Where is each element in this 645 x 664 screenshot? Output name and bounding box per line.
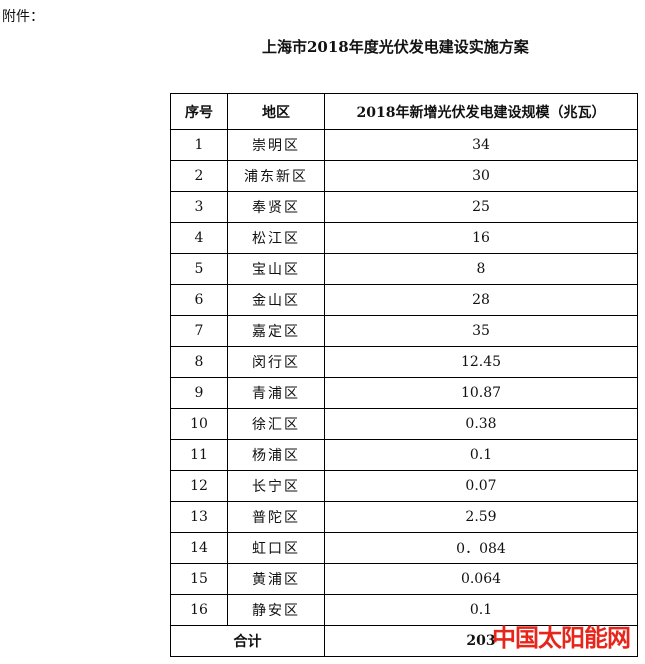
cell-capacity: 12.45 (324, 346, 638, 378)
header-index: 序号 (170, 93, 228, 130)
cell-district: 松江区 (227, 222, 325, 254)
cell-district: 闵行区 (227, 346, 325, 378)
cell-district: 徐汇区 (227, 408, 325, 440)
cell-index: 6 (170, 284, 228, 316)
total-value: 203 (324, 625, 638, 657)
cell-index: 5 (170, 253, 228, 285)
cell-district: 崇明区 (227, 129, 325, 161)
cell-index: 13 (170, 501, 228, 533)
cell-capacity: 0.38 (324, 408, 638, 440)
table-row: 2 浦东新区 30 (170, 160, 638, 192)
cell-district: 虹口区 (227, 532, 325, 564)
total-label: 合计 (170, 625, 325, 657)
cell-index: 8 (170, 346, 228, 378)
table-row: 6 金山区 28 (170, 284, 638, 316)
table-row: 8 闵行区 12.45 (170, 346, 638, 378)
cell-index: 15 (170, 563, 228, 595)
cell-district: 嘉定区 (227, 315, 325, 347)
capacity-table: 序号 地区 2018年新增光伏发电建设规模（兆瓦） 1 崇明区 34 2 浦东新区 30 3… (170, 93, 638, 657)
table-row: 1 崇明区 34 (170, 129, 638, 161)
cell-district: 青浦区 (227, 377, 325, 409)
cell-district: 黄浦区 (227, 563, 325, 595)
cell-capacity: 25 (324, 191, 638, 223)
table-row: 3 奉贤区 25 (170, 191, 638, 223)
cell-index: 9 (170, 377, 228, 409)
cell-capacity: 0.1 (324, 439, 638, 471)
cell-district: 杨浦区 (227, 439, 325, 471)
header-capacity: 2018年新增光伏发电建设规模（兆瓦） (324, 93, 638, 130)
table-row: 15 黄浦区 0.064 (170, 563, 638, 595)
table-row: 4 松江区 16 (170, 222, 638, 254)
cell-capacity: 28 (324, 284, 638, 316)
cell-index: 14 (170, 532, 228, 564)
cell-district: 静安区 (227, 594, 325, 626)
cell-index: 11 (170, 439, 228, 471)
cell-index: 4 (170, 222, 228, 254)
cell-district: 金山区 (227, 284, 325, 316)
cell-index: 2 (170, 160, 228, 192)
cell-capacity: 30 (324, 160, 638, 192)
table-row: 10 徐汇区 0.38 (170, 408, 638, 440)
cell-capacity: 34 (324, 129, 638, 161)
table-row: 12 长宁区 0.07 (170, 470, 638, 502)
cell-capacity: 8 (324, 253, 638, 285)
table-header-row: 序号 地区 2018年新增光伏发电建设规模（兆瓦） (170, 93, 638, 130)
cell-index: 1 (170, 129, 228, 161)
cell-district: 普陀区 (227, 501, 325, 533)
table-row: 13 普陀区 2.59 (170, 501, 638, 533)
table-row: 5 宝山区 8 (170, 253, 638, 285)
cell-capacity: 10.87 (324, 377, 638, 409)
watermark-logo: 中国太阳能网 (492, 624, 631, 652)
table-row: 7 嘉定区 35 (170, 315, 638, 347)
document-title: 上海市2018年度光伏发电建设实施方案 (0, 36, 645, 57)
cell-district: 宝山区 (227, 253, 325, 285)
cell-district: 奉贤区 (227, 191, 325, 223)
cell-capacity: 0.064 (324, 563, 638, 595)
total-row: 合计 203 (170, 625, 638, 657)
attachment-label: 附件： (2, 9, 44, 25)
cell-capacity: 35 (324, 315, 638, 347)
cell-district: 浦东新区 (227, 160, 325, 192)
table-row: 11 杨浦区 0.1 (170, 439, 638, 471)
cell-capacity: 16 (324, 222, 638, 254)
cell-index: 16 (170, 594, 228, 626)
cell-district: 长宁区 (227, 470, 325, 502)
cell-index: 7 (170, 315, 228, 347)
cell-capacity: 0．084 (324, 532, 638, 564)
table-row: 9 青浦区 10.87 (170, 377, 638, 409)
cell-capacity: 2.59 (324, 501, 638, 533)
title-text: 上海市2018年度光伏发电建设实施方案 (262, 38, 529, 56)
cell-index: 10 (170, 408, 228, 440)
table-row: 14 虹口区 0．084 (170, 532, 638, 564)
cell-capacity: 0.07 (324, 470, 638, 502)
header-district: 地区 (227, 93, 325, 130)
cell-index: 3 (170, 191, 228, 223)
cell-index: 12 (170, 470, 228, 502)
